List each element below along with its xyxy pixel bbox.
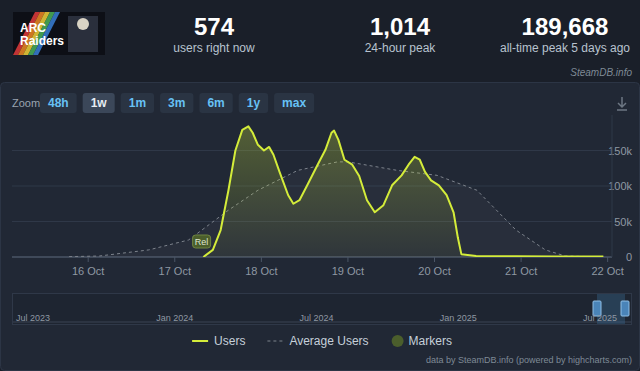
source: SteamDB.info [570, 67, 632, 78]
navigator-frame [13, 294, 632, 325]
logo-text: ARC [20, 21, 46, 35]
grid-line [12, 150, 612, 151]
zoom-button-bg[interactable] [83, 93, 115, 113]
legend-label: Average Users [289, 334, 368, 348]
stat-label: 24-hour peak [365, 41, 437, 55]
y-axis-line [612, 115, 613, 257]
x-tick-label: 21 Oct [505, 265, 537, 277]
zoom-button[interactable]: 1y [239, 93, 268, 113]
x-tick [261, 257, 262, 262]
zoom-button-bg[interactable] [40, 93, 77, 113]
y-tick-label: 0 [626, 251, 632, 263]
series-line [203, 126, 603, 257]
zoom-button-label[interactable]: 1m [129, 96, 146, 110]
zoom-button[interactable]: 3m [160, 93, 193, 113]
logo-figure [68, 16, 98, 52]
event-marker-box [193, 235, 211, 248]
legend-item[interactable]: Users [192, 334, 245, 348]
stat-label: all-time peak 5 days ago [500, 41, 630, 55]
navigator-label: Jul 2024 [299, 313, 333, 323]
x-tick-label: 19 Oct [332, 265, 364, 277]
logo-text: Raiders [20, 34, 64, 48]
legend-label: Users [214, 334, 245, 348]
stat-label: users right now [173, 41, 255, 55]
logo-bg [13, 12, 105, 55]
legend-symbol [267, 341, 283, 342]
chart-panel [1, 83, 640, 371]
zoom-button[interactable]: 48h [40, 93, 77, 113]
plot-area [69, 126, 605, 257]
zoom-button-bg[interactable] [121, 93, 154, 113]
background [0, 0, 640, 371]
x-tick [174, 257, 175, 262]
navigator: Jul 2023 Jan 2024 Jul 2024 Jan 2025 Jul 2025 [13, 294, 632, 325]
zoom-button-label[interactable]: 48h [48, 96, 69, 110]
navigator-label: Jan 2025 [440, 313, 477, 323]
zoom-button-bg[interactable] [274, 93, 314, 113]
zoom-label: Zoom [12, 97, 40, 109]
zoom-button-label[interactable]: 6m [207, 96, 224, 110]
stat-value: 574 [194, 13, 235, 40]
x-tick [521, 257, 522, 262]
zoom-button-bg[interactable] [160, 93, 193, 113]
x-tick [434, 257, 435, 262]
zoom-button[interactable]: 1m [121, 93, 154, 113]
stat-value: 1,014 [370, 13, 431, 40]
legend: Users Average Users Markers [192, 334, 452, 348]
y-tick-label: 50k [614, 216, 632, 228]
x-tick-label: 22 Oct [591, 265, 623, 277]
legend-item[interactable]: Average Users [267, 334, 368, 348]
zoom-button-label[interactable]: 1w [91, 96, 108, 110]
navigator-label: Jul 2023 [16, 313, 50, 323]
navigator-handle[interactable] [621, 301, 629, 316]
x-tick-label: 18 Oct [245, 265, 277, 277]
legend-label: Markers [409, 334, 452, 348]
x-tick [607, 257, 608, 262]
x-tick [88, 257, 89, 262]
legend-item[interactable]: Markers [392, 334, 452, 348]
zoom-button[interactable]: 6m [199, 93, 232, 113]
zoom-button-label[interactable]: 1y [247, 96, 261, 110]
legend-symbol [192, 340, 208, 342]
zoom-button[interactable]: 1w [83, 93, 115, 113]
logo: ARCRaiders [13, 12, 105, 55]
download-button[interactable] [617, 97, 627, 110]
navigator-label: Jul 2025 [583, 313, 617, 323]
series-area [203, 126, 603, 257]
legend-symbol [392, 335, 404, 347]
zoom-button[interactable]: max [274, 93, 314, 113]
logo-helmet [77, 18, 89, 30]
zoom-button-label[interactable]: 3m [168, 96, 185, 110]
zoom-button-bg[interactable] [199, 93, 232, 113]
zoom-button-bg[interactable] [239, 93, 268, 113]
stat-value: 189,668 [522, 13, 609, 40]
event-marker-label: Rel [195, 237, 209, 247]
x-tick-label: 17 Oct [159, 265, 191, 277]
download-icon[interactable] [617, 97, 627, 110]
zoom-button-label[interactable]: max [282, 96, 306, 110]
credits: data by SteamDB.info (powered by highcha… [426, 355, 632, 365]
x-tick-label: 16 Oct [72, 265, 104, 277]
navigator-label: Jan 2024 [156, 313, 193, 323]
page: ARCRaiders 574users right now 1,01424-hour… [0, 0, 640, 371]
x-tick [347, 257, 348, 262]
x-tick-label: 20 Oct [418, 265, 450, 277]
event-marker: Rel [193, 235, 211, 248]
